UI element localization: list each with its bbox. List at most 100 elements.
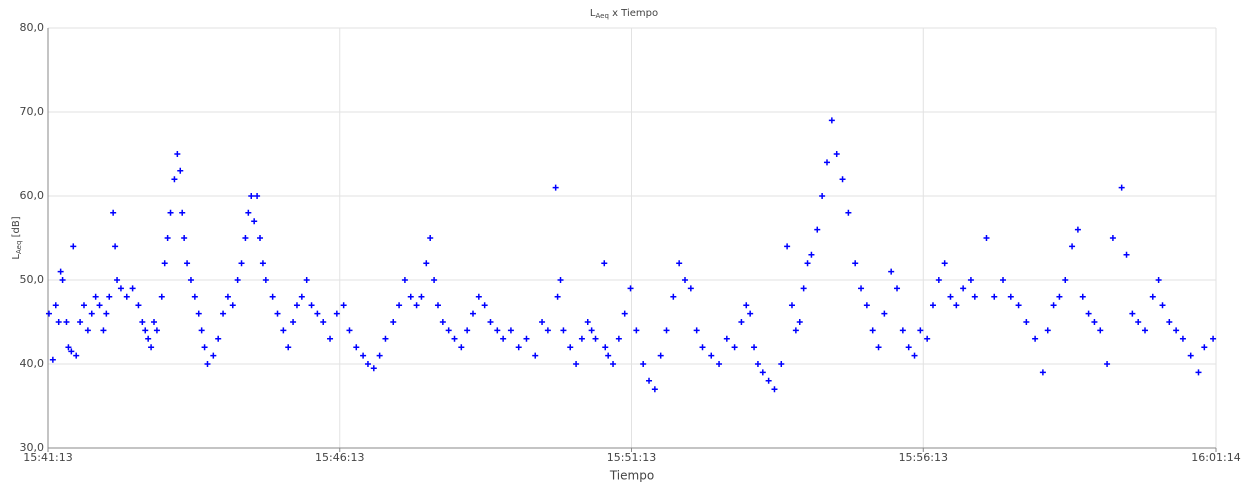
point xyxy=(814,226,821,233)
point xyxy=(280,327,287,334)
point xyxy=(771,386,778,393)
point xyxy=(1123,251,1130,258)
point xyxy=(1179,335,1186,342)
point xyxy=(759,369,766,376)
point xyxy=(888,268,895,275)
point xyxy=(605,352,612,359)
point xyxy=(1142,327,1149,334)
point xyxy=(179,209,186,216)
point xyxy=(174,151,181,157)
y-tick-label: 70,0 xyxy=(20,105,45,118)
point xyxy=(971,293,978,300)
point xyxy=(1104,361,1111,367)
point xyxy=(800,285,807,292)
point xyxy=(445,327,452,334)
point xyxy=(68,348,75,355)
point xyxy=(828,117,835,124)
point xyxy=(1201,344,1208,351)
point xyxy=(852,260,859,267)
point xyxy=(610,361,617,367)
title-main: L xyxy=(590,8,596,19)
point xyxy=(554,293,561,300)
point xyxy=(747,310,754,317)
point xyxy=(544,327,551,334)
point xyxy=(1135,319,1142,325)
point xyxy=(80,302,87,309)
point xyxy=(1155,277,1162,283)
point xyxy=(796,319,803,325)
point xyxy=(552,184,559,191)
point xyxy=(210,352,217,359)
point xyxy=(201,344,208,351)
x-tick-label: 15:56:13 xyxy=(899,451,948,464)
y-label-main: L xyxy=(11,254,22,260)
point xyxy=(588,327,595,334)
point xyxy=(567,344,574,351)
point xyxy=(819,193,826,199)
point xyxy=(77,319,84,325)
point xyxy=(1015,302,1022,309)
point xyxy=(573,361,580,367)
point xyxy=(515,344,522,351)
point xyxy=(1187,352,1194,359)
y-tick-label: 30,0 xyxy=(20,441,45,454)
point xyxy=(899,327,906,334)
point xyxy=(523,335,530,342)
point xyxy=(92,293,99,300)
point xyxy=(1091,319,1098,325)
point xyxy=(633,327,640,334)
point xyxy=(161,260,168,267)
point xyxy=(63,319,70,325)
point xyxy=(1195,369,1202,376)
point xyxy=(687,285,694,292)
point xyxy=(1007,293,1014,300)
point xyxy=(49,356,56,363)
point xyxy=(663,327,670,334)
point xyxy=(215,335,222,342)
point xyxy=(142,327,149,334)
point xyxy=(751,344,758,351)
x-tick-label: 15:46:13 xyxy=(315,451,364,464)
point xyxy=(434,302,441,309)
point xyxy=(1039,369,1046,376)
point xyxy=(1062,277,1069,283)
point xyxy=(765,377,772,384)
point xyxy=(494,327,501,334)
point xyxy=(823,159,830,166)
point xyxy=(413,302,420,309)
point xyxy=(198,327,205,334)
point xyxy=(117,285,124,292)
point xyxy=(875,344,882,351)
point xyxy=(481,302,488,309)
point xyxy=(646,377,653,384)
point xyxy=(135,302,142,309)
point xyxy=(96,302,103,309)
point xyxy=(839,176,846,183)
point xyxy=(167,209,174,216)
point xyxy=(627,285,634,292)
point xyxy=(1166,319,1173,325)
point xyxy=(346,327,353,334)
point xyxy=(187,277,194,283)
y-axis-label: LAeq [dB] xyxy=(11,216,23,259)
point xyxy=(778,361,785,367)
point xyxy=(439,319,446,325)
point xyxy=(1109,235,1116,241)
point xyxy=(676,260,683,267)
point xyxy=(1032,335,1039,342)
point xyxy=(557,277,564,283)
point xyxy=(407,293,414,300)
point xyxy=(423,260,430,267)
point xyxy=(262,277,269,283)
point xyxy=(991,293,998,300)
point xyxy=(55,319,62,325)
point xyxy=(298,293,305,300)
point xyxy=(181,235,188,241)
y-label-rest: [dB] xyxy=(11,216,22,240)
x-tick-label: 15:41:13 xyxy=(23,451,72,464)
point xyxy=(100,327,107,334)
point xyxy=(229,302,236,309)
point xyxy=(1085,310,1092,317)
point xyxy=(693,327,700,334)
